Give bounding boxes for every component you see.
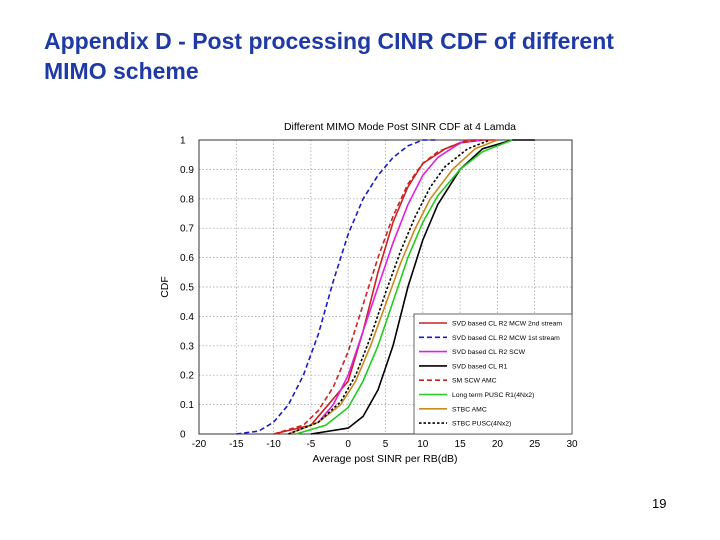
tick-layer: -20 -15 -10 -5 0 5 10 15 20 25 30 0 0.1 0.2 0.3 0.4 0.5 0… (180, 136, 578, 451)
x-axis-label: Average post SINR per RB(dB) (312, 453, 457, 465)
y-tick-label: 0.5 (180, 283, 194, 294)
y-tick-label: 0.1 (180, 400, 194, 411)
y-axis-label: CDF (159, 276, 171, 298)
y-tick-label: 0.9 (180, 165, 194, 176)
legend-label: STBC PUSC(4Nx2) (452, 421, 511, 428)
slide-title-line-2: MIMO scheme (44, 58, 199, 84)
slide-title-line-1: Appendix D - Post processing CINR CDF of… (44, 28, 614, 54)
grid-layer (199, 140, 572, 434)
series-line-3 (288, 139, 483, 435)
series-line-8 (288, 139, 491, 435)
plot-area (198, 139, 573, 435)
x-tick-label: 15 (455, 439, 467, 450)
legend-label: SVD based CL R2 MCW 1st stream (452, 335, 560, 342)
y-tick-label: 1 (180, 136, 186, 147)
cdf-chart: Different MIMO Mode Post SINR CDF at 4 L… (159, 121, 578, 465)
legend-label: SM SCW AMC (452, 378, 497, 385)
series-layer (236, 139, 535, 435)
slide-title: Appendix D - Post processing CINR CDF of… (44, 26, 704, 86)
series-line-2 (236, 139, 438, 435)
x-tick-label: -5 (306, 439, 315, 450)
x-tick-label: 25 (529, 439, 541, 450)
x-tick-label: 10 (417, 439, 429, 450)
y-tick-label: 0.4 (180, 312, 194, 323)
y-tick-label: 0.3 (180, 341, 194, 352)
y-tick-label: 0 (180, 430, 186, 441)
legend-box (413, 313, 573, 435)
x-tick-label: -20 (192, 439, 207, 450)
legend: SVD based CL R2 MCW 2nd stream SVD based … (413, 313, 573, 435)
y-tick-label: 0.8 (180, 194, 194, 205)
series-line-6 (295, 139, 513, 435)
series-line-4 (310, 139, 535, 435)
chart-title: Different MIMO Mode Post SINR CDF at 4 L… (284, 121, 516, 133)
y-tick-label: 0.2 (180, 371, 194, 382)
x-tick-label: 5 (383, 439, 389, 450)
x-tick-label: 20 (492, 439, 504, 450)
series-line-5 (273, 139, 483, 435)
legend-label: SVD based CL R1 (452, 363, 508, 370)
y-tick-label: 0.7 (180, 224, 194, 235)
x-tick-label: -10 (266, 439, 281, 450)
page-number: 19 (652, 496, 667, 511)
series-line-7 (288, 139, 498, 435)
legend-label: STBC AMC (452, 406, 487, 413)
y-tick-label: 0.6 (180, 253, 194, 264)
legend-label: SVD based CL R2 SCW (452, 349, 526, 356)
legend-label: Long term PUSC R1(4Nx2) (452, 392, 534, 399)
legend-label: SVD based CL R2 MCW 2nd stream (452, 321, 562, 328)
x-tick-label: 0 (345, 439, 351, 450)
x-tick-label: 30 (566, 439, 578, 450)
x-tick-label: -15 (229, 439, 244, 450)
